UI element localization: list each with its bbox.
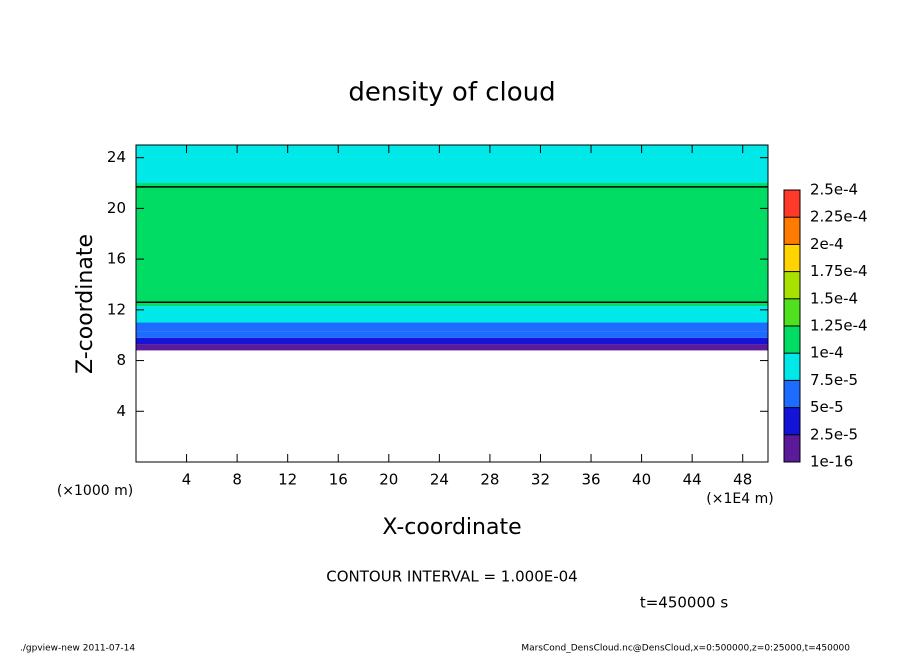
y-tick-label: 8 — [116, 351, 126, 369]
x-axis-label: X-coordinate — [382, 515, 521, 540]
x-tick-label: 44 — [683, 471, 702, 489]
y-tick-label: 24 — [107, 148, 126, 166]
colorbar-segment — [784, 244, 800, 272]
footer-right: MarsCond_DensCloud.nc@DensCloud,x=0:5000… — [521, 644, 850, 654]
field-layer — [136, 306, 768, 323]
y-tick-label: 12 — [107, 300, 126, 318]
colorbar-label: 2e-4 — [810, 235, 844, 253]
x-tick-label: 24 — [430, 471, 449, 489]
y-tick-label: 20 — [107, 199, 126, 217]
colorbar-segment — [784, 190, 800, 218]
colorbar-label: 1e-4 — [810, 344, 844, 362]
colorbar-segment — [784, 434, 800, 462]
field-layer — [136, 322, 768, 332]
x-tick-label: 48 — [733, 471, 752, 489]
x-tick-label: 4 — [182, 471, 192, 489]
colorbar-label: 1e-16 — [810, 453, 853, 471]
colorbar-label: 1.25e-4 — [810, 317, 868, 335]
x-tick-label: 12 — [278, 471, 297, 489]
x-tick-label: 40 — [632, 471, 651, 489]
field-layer — [136, 331, 768, 338]
x-tick-label: 8 — [232, 471, 242, 489]
colorbar-segment — [784, 353, 800, 381]
time-note: t=450000 s — [640, 594, 728, 612]
chart-title: density of cloud — [348, 78, 555, 108]
field-layer — [136, 183, 768, 307]
field-layer — [136, 344, 768, 351]
colorbar-segment — [784, 217, 800, 245]
colorbar-label: 1.75e-4 — [810, 262, 868, 280]
colorbar-label: 2.25e-4 — [810, 208, 868, 226]
colorbar-label: 1.5e-4 — [810, 289, 858, 307]
x-tick-label: 32 — [531, 471, 550, 489]
y-axis-label: Z-coordinate — [73, 234, 98, 374]
x-tick-label: 20 — [379, 471, 398, 489]
colorbar-segment — [784, 380, 800, 408]
y-unit: (×1000 m) — [57, 483, 133, 499]
colorbar-segment — [784, 271, 800, 299]
x-tick-label: 28 — [480, 471, 499, 489]
colorbar-segment — [784, 298, 800, 326]
contour-note: CONTOUR INTERVAL = 1.000E-04 — [326, 568, 577, 586]
field-layer — [136, 145, 768, 184]
x-tick-label: 36 — [581, 471, 600, 489]
colorbar-segment — [784, 407, 800, 435]
y-tick-label: 4 — [116, 402, 126, 420]
colorbar-segment — [784, 326, 800, 354]
colorbar-label: 2.5e-5 — [810, 425, 858, 443]
x-tick-label: 16 — [329, 471, 348, 489]
footer-left: ./gpview-new 2011-07-14 — [20, 644, 135, 654]
x-unit: (×1E4 m) — [706, 491, 773, 507]
colorbar-label: 2.5e-4 — [810, 181, 858, 199]
field-layer — [136, 337, 768, 345]
colorbar-label: 7.5e-5 — [810, 371, 858, 389]
colorbar-label: 5e-5 — [810, 398, 844, 416]
y-tick-label: 16 — [107, 250, 126, 268]
plot-frame — [135, 144, 769, 463]
